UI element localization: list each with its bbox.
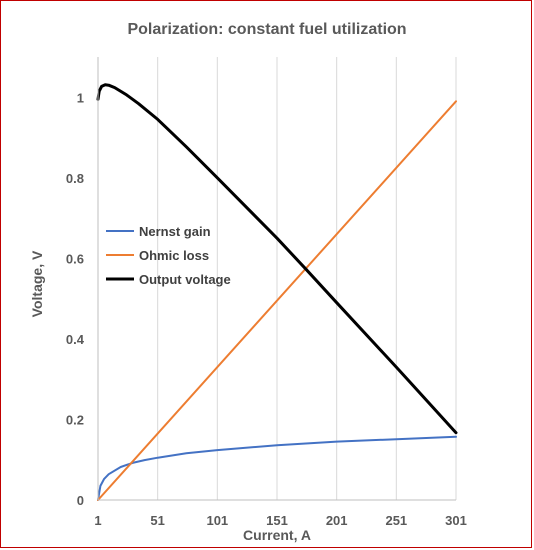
legend-label-output-voltage: Output voltage <box>139 272 231 287</box>
y-axis-title: Voltage, V <box>29 250 45 317</box>
y-tick-label: 0.6 <box>66 251 84 266</box>
x-tick-label: 301 <box>445 513 467 528</box>
series-line-nernst-gain <box>97 435 457 501</box>
x-tick-label: 51 <box>150 513 164 528</box>
y-tick-label: 0.2 <box>66 412 84 427</box>
grid-lines <box>157 57 457 500</box>
axes-group <box>97 57 456 501</box>
x-tick-label: 151 <box>266 513 288 528</box>
series-group <box>96 83 458 501</box>
y-tick-label: 0 <box>77 493 84 508</box>
series-line-output-voltage <box>96 83 458 435</box>
x-tick-label: 201 <box>326 513 348 528</box>
x-axis-title: Current, A <box>243 527 311 543</box>
legend: Nernst gain Ohmic loss Output voltage <box>106 224 231 287</box>
chart-title: Polarization: constant fuel utilization <box>127 21 406 38</box>
legend-label-ohmic-loss: Ohmic loss <box>139 248 209 263</box>
x-tick-label: 101 <box>206 513 228 528</box>
y-tick-label: 1 <box>77 90 84 105</box>
y-tick-label: 0.4 <box>66 332 85 347</box>
x-tick-label: 251 <box>385 513 407 528</box>
series-line-ohmic-loss <box>97 100 457 501</box>
legend-label-nernst-gain: Nernst gain <box>139 224 211 239</box>
x-tick-label: 1 <box>94 513 101 528</box>
y-tick-label: 0.8 <box>66 171 84 186</box>
